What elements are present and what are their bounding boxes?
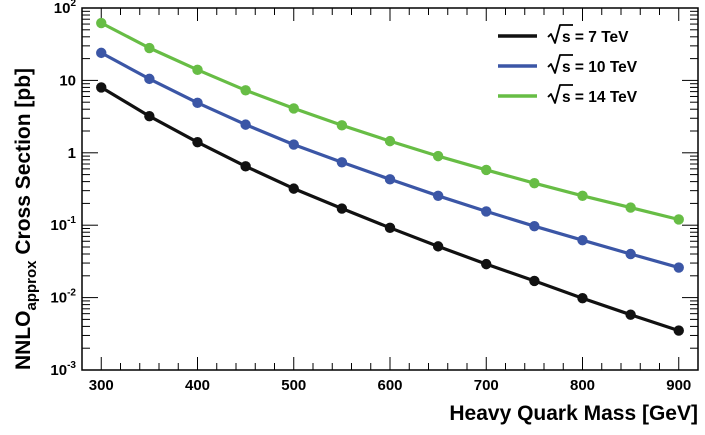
y-axis-title-rest: Cross Section [pb] (12, 68, 35, 261)
x-tick-label: 900 (666, 377, 691, 394)
data-point (192, 64, 203, 76)
legend-label: s = 14 TeV (562, 89, 638, 106)
legend-label-root: s (562, 89, 571, 106)
y-tick-label-exponent: -1 (67, 215, 76, 226)
sqrt-symbol (547, 24, 573, 44)
y-axis-title-main: NNLO (12, 311, 35, 371)
legend-label-root: s (562, 29, 571, 46)
data-point (673, 325, 684, 336)
legend-label: s = 10 TeV (562, 59, 638, 76)
data-point (144, 42, 155, 54)
data-point (96, 47, 107, 59)
y-tick-label: 102 (54, 0, 77, 17)
data-point (192, 137, 203, 148)
data-point (529, 275, 540, 287)
data-point (384, 222, 396, 234)
data-point (529, 178, 540, 189)
y-tick-label: 10-1 (50, 215, 76, 234)
data-point (481, 206, 492, 217)
data-point (288, 183, 299, 194)
y-tick-label-exponent: -2 (67, 288, 76, 299)
plot-frame (81, 7, 699, 371)
data-point (625, 202, 636, 213)
data-point (96, 17, 107, 29)
x-tick-label: 300 (89, 377, 114, 394)
y-tick-label-base: 10 (50, 362, 67, 379)
y-axis-title-sub: approx (23, 260, 40, 311)
data-point (240, 85, 251, 96)
y-tick-label-base: 10 (59, 72, 76, 89)
data-point (96, 82, 107, 93)
data-point (240, 119, 251, 130)
data-point (577, 235, 588, 246)
data-point (240, 161, 251, 172)
y-tick-label: 1 (68, 145, 76, 162)
data-point (144, 111, 155, 122)
y-tick-label-exponent: -3 (67, 360, 76, 371)
data-point (288, 139, 299, 150)
x-axis-title: Heavy Quark Mass [GeV] (449, 402, 698, 425)
x-tick-label: 400 (185, 377, 210, 394)
data-point (432, 190, 444, 201)
x-tick-labels: 300 400 500 600 700 800 900 (89, 377, 692, 394)
y-tick-label-exponent: 2 (70, 0, 76, 9)
data-point (673, 262, 684, 273)
y-axis-title: NNLOapprox Cross Section [pb] (12, 68, 40, 370)
data-point (432, 241, 444, 252)
data-point (144, 73, 155, 85)
x-tick-label: 600 (377, 377, 402, 394)
axis-ticks (81, 8, 699, 371)
data-point (481, 258, 492, 270)
legend-label-rest: = 14 TeV (571, 89, 638, 106)
y-tick-label-base: 10 (54, 0, 71, 17)
data-point (192, 97, 203, 109)
data-point (288, 103, 299, 114)
series-line (100, 86, 680, 333)
data-point (625, 248, 636, 260)
data-point (336, 120, 348, 131)
data-point (336, 157, 348, 168)
legend-label-root: s (562, 59, 571, 76)
y-tick-label: 10-3 (50, 360, 76, 379)
data-point (577, 293, 588, 304)
series-line (100, 21, 680, 222)
y-tick-label: 10-2 (50, 288, 76, 307)
y-tick-label-base: 10 (50, 217, 67, 234)
plot-series (96, 17, 684, 336)
legend-label-rest: = 10 TeV (571, 59, 638, 76)
data-point (432, 150, 444, 162)
data-point (384, 174, 396, 185)
x-tick-label: 700 (474, 377, 499, 394)
x-tick-label: 800 (570, 377, 595, 394)
y-tick-label-base: 1 (68, 145, 76, 162)
data-point (673, 214, 684, 225)
x-tick-label: 500 (281, 377, 306, 394)
data-point (625, 309, 636, 320)
sqrt-symbol (547, 54, 573, 74)
data-point (336, 203, 348, 214)
data-point (481, 164, 492, 176)
y-tick-label: 10 (59, 72, 76, 89)
data-point (384, 135, 396, 147)
data-point (577, 190, 588, 201)
legend-label-rest: = 7 TeV (571, 29, 630, 46)
data-point (529, 220, 540, 232)
y-tick-label-base: 10 (50, 290, 67, 307)
series-line (100, 51, 680, 270)
sqrt-symbol (547, 84, 573, 104)
legend-label: s = 7 TeV (562, 29, 629, 46)
